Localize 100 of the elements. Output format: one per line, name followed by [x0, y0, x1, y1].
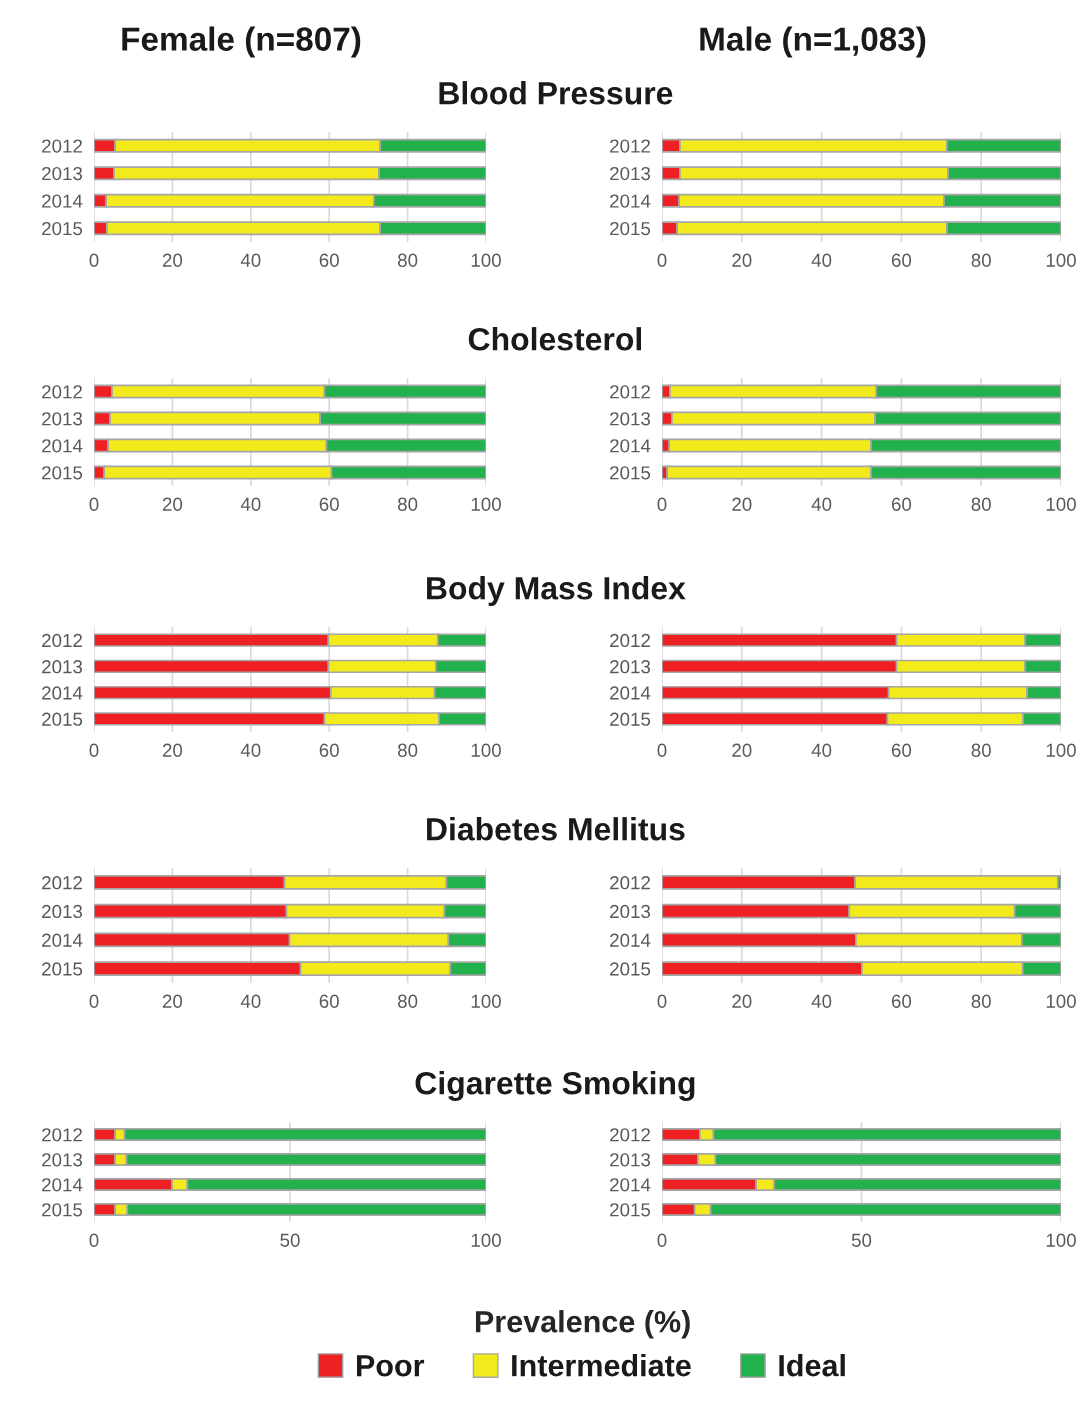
x-tick-label: 40	[240, 497, 261, 511]
legend-label: Ideal	[779, 1354, 845, 1377]
legend-title: Prevalence (%)	[475, 1310, 690, 1339]
x-tick-label: 60	[891, 497, 912, 511]
x-tick-label: 0	[89, 743, 99, 757]
x-tick-label: 20	[162, 497, 183, 511]
y-tick-label: 2015	[610, 1203, 651, 1217]
x-tick-label: 0	[657, 1233, 667, 1247]
y-tick-label: 2013	[610, 166, 651, 181]
x-tick-label: 0	[89, 497, 99, 511]
y-tick-label: 2012	[42, 876, 82, 890]
x-tick-label: 40	[811, 743, 832, 757]
y-tick-label: 2013	[610, 904, 651, 919]
x-tick-label: 100	[1046, 1233, 1076, 1247]
y-tick-label: 2015	[42, 221, 83, 236]
x-tick-label: 100	[471, 1233, 501, 1247]
y-tick-label: 2012	[42, 385, 82, 399]
text: Cigarette Smoking	[415, 1071, 695, 1101]
x-tick-label: 0	[89, 994, 99, 1008]
y-tick-label: 2012	[42, 1128, 82, 1142]
y-tick-label: 2014	[42, 933, 83, 947]
y-tick-label: 2015	[42, 712, 83, 726]
y-tick-label: 2014	[42, 439, 83, 453]
y-tick-label: 2014	[42, 686, 83, 700]
y-tick-label: 2013	[42, 166, 83, 181]
y-tick-label: 2015	[42, 1203, 83, 1217]
y-tick-label: 2012	[610, 876, 650, 890]
x-tick-label: 0	[657, 743, 667, 757]
x-tick-label: 0	[89, 253, 99, 267]
x-tick-label: 80	[971, 994, 991, 1008]
x-tick-label: 40	[811, 497, 832, 511]
y-tick-label: 2012	[610, 385, 650, 399]
x-tick-label: 60	[891, 743, 912, 757]
y-tick-label: 2012	[42, 139, 82, 153]
x-tick-label: 40	[240, 743, 261, 757]
x-tick-label: 80	[397, 253, 418, 267]
y-tick-label: 2012	[42, 633, 82, 648]
x-tick-label: 20	[732, 497, 752, 511]
y-tick-label: 2012	[610, 1128, 650, 1142]
y-tick-label: 2013	[610, 660, 651, 674]
x-tick-label: 20	[732, 994, 752, 1008]
x-tick-label: 80	[971, 743, 991, 757]
text: Cholesterol	[468, 327, 641, 351]
legend-label: Intermediate	[512, 1354, 691, 1377]
y-tick-label: 2013	[42, 1153, 83, 1167]
x-tick-label: 0	[89, 1233, 99, 1247]
x-tick-label: 50	[851, 1233, 872, 1247]
x-tick-label: 60	[319, 497, 339, 511]
x-tick-label: 100	[471, 497, 501, 511]
y-tick-label: 2013	[42, 660, 83, 674]
y-tick-label: 2014	[42, 1178, 83, 1192]
x-tick-label: 100	[1046, 497, 1076, 511]
y-tick-label: 2015	[42, 466, 83, 480]
x-tick-label: 100	[471, 253, 501, 267]
x-tick-label: 100	[1046, 253, 1076, 267]
x-tick-label: 0	[657, 497, 667, 511]
text: Diabetes Mellitus	[427, 817, 685, 841]
x-tick-label: 40	[240, 994, 261, 1008]
y-tick-label: 2015	[610, 712, 651, 726]
y-tick-label: 2013	[42, 904, 83, 919]
x-tick-label: 80	[971, 253, 991, 267]
y-tick-label: 2015	[610, 962, 651, 976]
y-tick-label: 2014	[42, 194, 83, 208]
x-tick-label: 80	[397, 497, 418, 511]
text: Male (n=1,083)	[700, 26, 926, 58]
x-tick-label: 20	[732, 253, 752, 267]
x-tick-label: 20	[162, 994, 183, 1008]
x-tick-label: 100	[471, 743, 501, 757]
x-tick-label: 20	[162, 253, 183, 267]
x-tick-label: 40	[811, 994, 832, 1008]
y-tick-label: 2015	[610, 466, 651, 480]
x-tick-label: 60	[319, 994, 339, 1008]
x-tick-label: 80	[971, 497, 991, 511]
x-tick-label: 0	[657, 253, 667, 267]
x-tick-label: 20	[162, 743, 183, 757]
y-tick-label: 2014	[610, 1178, 651, 1192]
text: Body Mass Index	[427, 576, 686, 606]
y-tick-label: 2014	[610, 686, 651, 700]
x-tick-label: 100	[471, 994, 501, 1008]
y-tick-label: 2015	[610, 221, 651, 236]
y-tick-label: 2014	[610, 439, 651, 453]
y-tick-label: 2012	[610, 139, 650, 153]
y-tick-label: 2014	[610, 194, 651, 208]
legend-label: Poor	[356, 1355, 425, 1377]
x-tick-label: 40	[240, 253, 261, 267]
x-tick-label: 80	[397, 743, 418, 757]
text: Female (n=807)	[122, 26, 361, 58]
y-tick-label: 2013	[610, 412, 651, 426]
y-tick-label: 2013	[42, 412, 83, 426]
x-tick-label: 50	[280, 1233, 300, 1247]
x-tick-label: 60	[319, 743, 339, 757]
x-tick-label: 100	[1046, 994, 1076, 1008]
x-tick-label: 0	[657, 994, 667, 1008]
y-tick-label: 2013	[610, 1153, 651, 1167]
x-tick-label: 60	[319, 253, 339, 267]
x-tick-label: 80	[397, 994, 418, 1008]
x-tick-label: 60	[891, 253, 912, 267]
y-tick-label: 2014	[610, 933, 651, 947]
x-tick-label: 100	[1046, 743, 1076, 757]
x-tick-label: 40	[811, 253, 832, 267]
